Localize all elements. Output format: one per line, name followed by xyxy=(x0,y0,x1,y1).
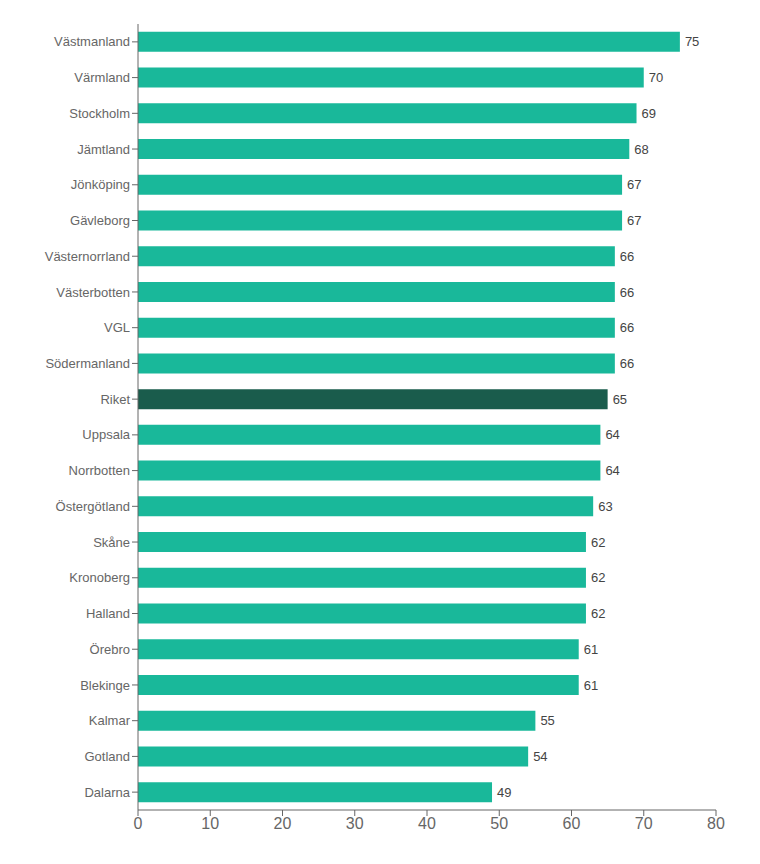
svg-text:62: 62 xyxy=(591,570,605,585)
svg-text:61: 61 xyxy=(584,642,598,657)
svg-text:63: 63 xyxy=(598,499,612,514)
svg-text:80: 80 xyxy=(707,815,725,832)
svg-text:62: 62 xyxy=(591,535,605,550)
svg-text:66: 66 xyxy=(620,320,634,335)
svg-text:10: 10 xyxy=(201,815,219,832)
svg-text:Kalmar: Kalmar xyxy=(89,713,131,728)
svg-text:Örebro: Örebro xyxy=(90,642,130,657)
svg-text:0: 0 xyxy=(134,815,143,832)
svg-text:49: 49 xyxy=(497,785,511,800)
svg-text:Västmanland: Västmanland xyxy=(54,34,130,49)
svg-text:54: 54 xyxy=(533,749,547,764)
svg-text:60: 60 xyxy=(563,815,581,832)
svg-text:Jämtland: Jämtland xyxy=(77,142,130,157)
svg-text:66: 66 xyxy=(620,285,634,300)
svg-text:67: 67 xyxy=(627,213,641,228)
svg-text:30: 30 xyxy=(346,815,364,832)
svg-text:Västernorrland: Västernorrland xyxy=(45,249,130,264)
svg-text:Västerbotten: Västerbotten xyxy=(56,285,130,300)
svg-text:Uppsala: Uppsala xyxy=(82,427,130,442)
svg-text:75: 75 xyxy=(685,34,699,49)
svg-text:Riket: Riket xyxy=(100,392,130,407)
svg-text:68: 68 xyxy=(634,142,648,157)
svg-text:Skåne: Skåne xyxy=(93,535,130,550)
svg-text:40: 40 xyxy=(418,815,436,832)
svg-text:70: 70 xyxy=(649,70,663,85)
svg-text:Södermanland: Södermanland xyxy=(45,356,130,371)
svg-text:70: 70 xyxy=(635,815,653,832)
svg-text:Värmland: Värmland xyxy=(74,70,130,85)
svg-text:69: 69 xyxy=(642,106,656,121)
svg-text:67: 67 xyxy=(627,177,641,192)
svg-text:20: 20 xyxy=(274,815,292,832)
svg-text:65: 65 xyxy=(613,392,627,407)
svg-text:66: 66 xyxy=(620,356,634,371)
svg-text:Norrbotten: Norrbotten xyxy=(69,463,130,478)
svg-text:Kronoberg: Kronoberg xyxy=(69,570,130,585)
svg-text:50: 50 xyxy=(490,815,508,832)
svg-text:Blekinge: Blekinge xyxy=(80,678,130,693)
svg-text:64: 64 xyxy=(605,427,619,442)
svg-text:Halland: Halland xyxy=(86,606,130,621)
svg-text:Dalarna: Dalarna xyxy=(84,785,130,800)
svg-text:Gotland: Gotland xyxy=(84,749,130,764)
svg-text:55: 55 xyxy=(540,713,554,728)
svg-text:62: 62 xyxy=(591,606,605,621)
svg-text:64: 64 xyxy=(605,463,619,478)
svg-text:66: 66 xyxy=(620,249,634,264)
svg-text:Stockholm: Stockholm xyxy=(69,106,130,121)
svg-text:Jönköping: Jönköping xyxy=(71,177,130,192)
svg-text:Östergötland: Östergötland xyxy=(56,499,130,514)
svg-text:VGL: VGL xyxy=(104,320,130,335)
svg-text:Gävleborg: Gävleborg xyxy=(70,213,130,228)
svg-text:61: 61 xyxy=(584,678,598,693)
